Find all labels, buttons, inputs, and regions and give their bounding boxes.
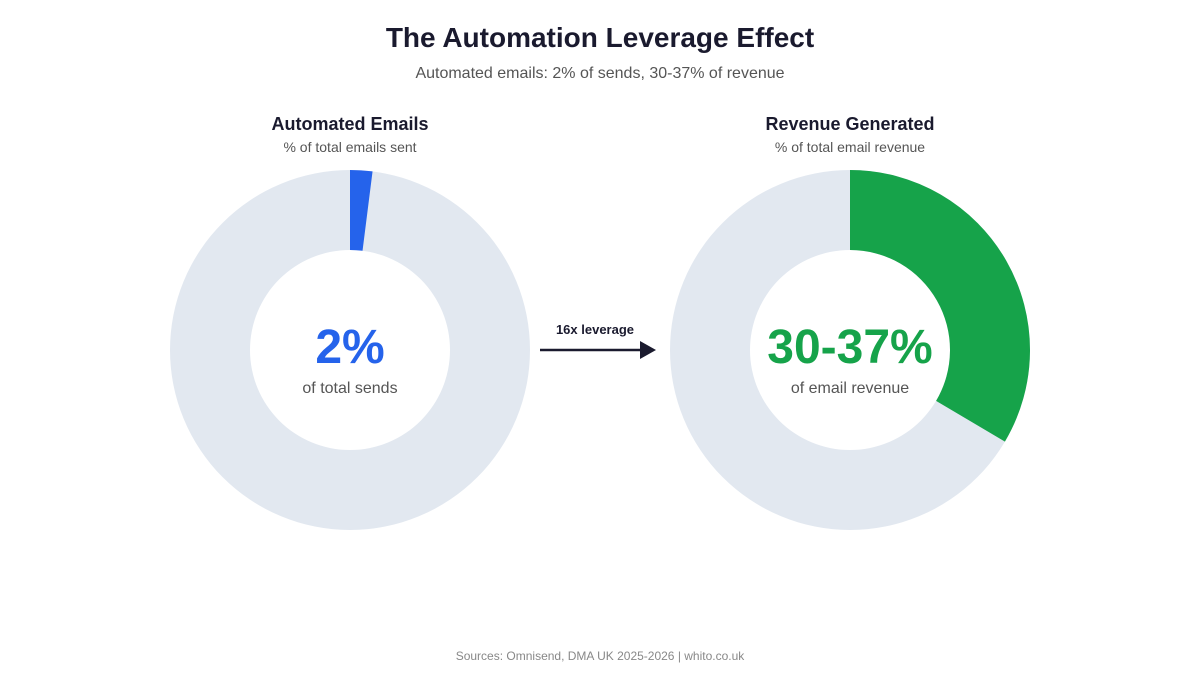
source-note: Sources: Omnisend, DMA UK 2025-2026 | wh… — [455, 649, 745, 663]
donut-remainder-slice — [170, 170, 530, 530]
right-chart-subtitle: % of total email revenue — [774, 139, 926, 155]
leverage-label: 16x leverage — [555, 322, 635, 337]
left-chart-subtitle: % of total emails sent — [283, 139, 417, 155]
page-title: The Automation Leverage Effect — [385, 22, 815, 53]
donut-value-slice — [350, 170, 373, 251]
right-center-value: 30-37% — [767, 321, 933, 374]
automated-emails-donut — [170, 170, 530, 530]
page-subtitle: Automated emails: 2% of sends, 30-37% of… — [415, 65, 785, 82]
donut-value-slice — [850, 170, 1030, 442]
arrow-right-icon — [540, 341, 656, 359]
left-center-value: 2% — [315, 321, 385, 374]
right-chart-title: Revenue Generated — [765, 114, 935, 134]
right-center-label: of email revenue — [790, 380, 910, 397]
left-center-label: of total sends — [302, 380, 398, 397]
left-chart-title: Automated Emails — [271, 114, 429, 134]
revenue-generated-donut — [670, 170, 1030, 530]
